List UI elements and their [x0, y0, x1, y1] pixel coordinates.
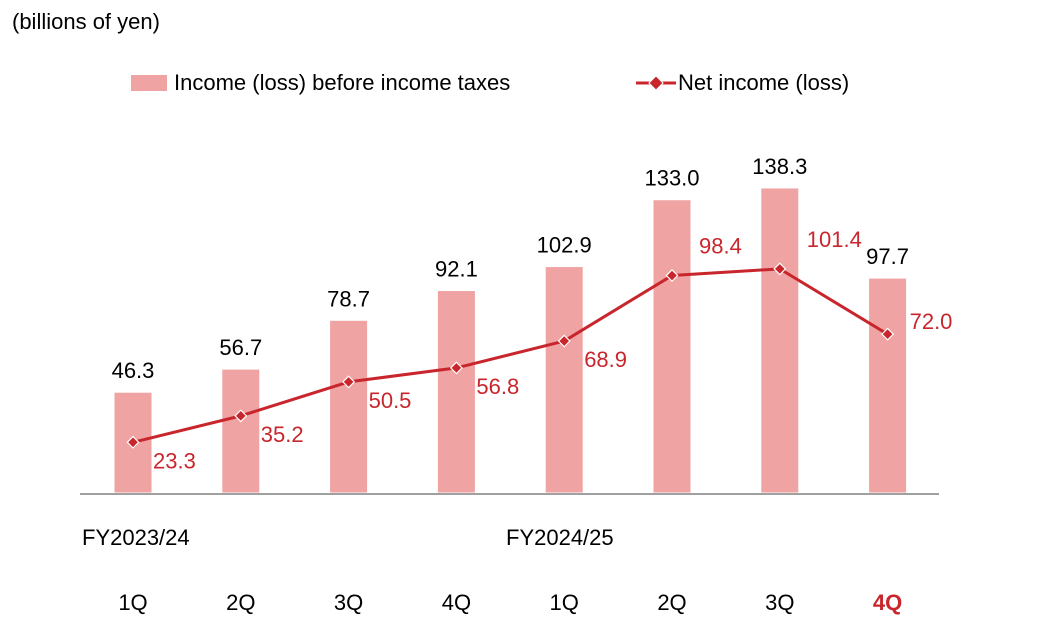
bar-3 — [327, 317, 371, 496]
legend-line-label: Net income (loss) — [678, 70, 850, 95]
bar-value-label-5: 102.9 — [537, 233, 592, 258]
line-value-label-3: 50.5 — [369, 388, 412, 413]
bar-8 — [866, 275, 910, 496]
legend-item-bar: Income (loss) before income taxes — [130, 70, 510, 96]
unit-label: (billions of yen) — [12, 9, 160, 34]
line-value-label-7: 101.4 — [807, 227, 862, 252]
line-value-label-6: 98.4 — [699, 234, 742, 259]
bar-4 — [434, 288, 478, 496]
net-income-marker-6 — [665, 269, 679, 283]
line-value-label-5: 68.9 — [584, 347, 627, 372]
net-income-marker-1 — [126, 435, 140, 449]
category-label-7: 3Q — [765, 590, 794, 615]
bar-value-label-8: 97.7 — [866, 244, 909, 269]
bar-5 — [542, 264, 586, 496]
net-income-marker-5 — [557, 334, 571, 348]
legend-line-swatch — [636, 75, 676, 91]
category-label-3: 3Q — [334, 590, 363, 615]
line-value-label-1: 23.3 — [153, 448, 196, 473]
net-income-marker-4 — [449, 361, 463, 375]
line-value-label-4: 56.8 — [476, 374, 519, 399]
bar-value-label-1: 46.3 — [112, 358, 155, 383]
line-value-label-2: 35.2 — [261, 422, 304, 447]
net-income-line — [132, 267, 889, 444]
net-income-marker-3 — [342, 375, 356, 389]
net-income-marker-7 — [773, 262, 787, 276]
bar-value-label-7: 138.3 — [752, 154, 807, 179]
period-label-fy2024: FY2024/25 — [506, 525, 614, 550]
legend-bar-label: Income (loss) before income taxes — [174, 70, 511, 95]
bar-value-label-6: 133.0 — [644, 166, 699, 191]
net-income-marker-8 — [881, 327, 895, 341]
category-label-1: 1Q — [118, 590, 147, 615]
legend-bar-swatch — [130, 74, 168, 92]
category-label-8: 4Q — [873, 590, 902, 615]
bar-6 — [650, 197, 694, 496]
bar-value-label-3: 78.7 — [327, 286, 370, 311]
bar-value-label-2: 56.7 — [219, 335, 262, 360]
bar-2 — [219, 366, 263, 496]
category-label-5: 1Q — [550, 590, 579, 615]
line-value-label-8: 72.0 — [910, 309, 953, 334]
category-label-4: 4Q — [442, 590, 471, 615]
period-label-fy2023: FY2023/24 — [82, 525, 190, 550]
bar-value-label-4: 92.1 — [435, 257, 478, 282]
legend-item-line: Net income (loss) — [636, 70, 849, 96]
category-label-2: 2Q — [226, 590, 255, 615]
net-income-marker-2 — [234, 409, 248, 423]
bar-7 — [758, 185, 802, 496]
category-label-6: 2Q — [657, 590, 686, 615]
